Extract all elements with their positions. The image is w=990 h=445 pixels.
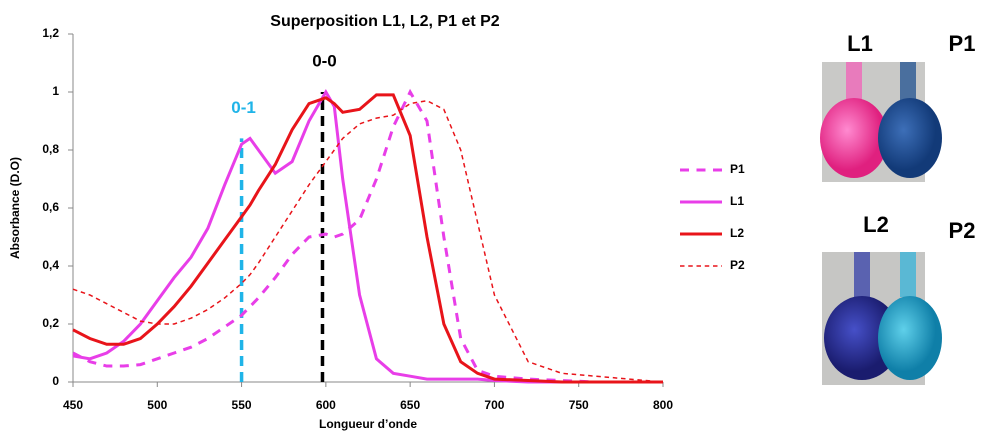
photo-label: L2 (863, 212, 889, 237)
photo-label: P1 (949, 31, 976, 56)
x-tick-label: 800 (653, 398, 673, 412)
y-axis-label: Absorbance (D.O) (8, 157, 22, 259)
series-line (72, 99, 664, 383)
y-tick-label: 1,2 (42, 26, 59, 40)
legend-label: P1 (730, 162, 745, 176)
y-tick-label: 0,8 (42, 142, 59, 156)
series-line (72, 93, 663, 384)
y-tick-label: 0 (52, 374, 59, 388)
photo (820, 62, 942, 385)
x-tick-label: 650 (400, 398, 420, 412)
photo-label: P2 (949, 218, 976, 243)
x-tick-label: 500 (147, 398, 167, 412)
y-tick-label: 0,6 (42, 200, 59, 214)
x-tick-label: 600 (316, 398, 336, 412)
chart-title: Superposition L1, L2, P1 et P2 (270, 13, 499, 30)
y-tick-label: 0,2 (42, 316, 59, 330)
legend-label: L1 (730, 194, 744, 208)
legend-label: L2 (730, 226, 744, 240)
annotation: 0-1 (231, 98, 256, 117)
photo-label: L1 (847, 31, 873, 56)
legend-label: P2 (730, 258, 745, 272)
y-tick-label: 1 (52, 84, 59, 98)
x-tick-label: 750 (569, 398, 589, 412)
series-line (72, 88, 663, 384)
x-tick-label: 700 (484, 398, 504, 412)
series-line (72, 89, 663, 384)
x-axis-label: Longueur d’onde (319, 417, 417, 431)
x-tick-label: 550 (232, 398, 252, 412)
x-tick-label: 450 (63, 398, 83, 412)
y-tick-label: 0,4 (42, 258, 59, 272)
annotation: 0-0 (312, 51, 337, 70)
